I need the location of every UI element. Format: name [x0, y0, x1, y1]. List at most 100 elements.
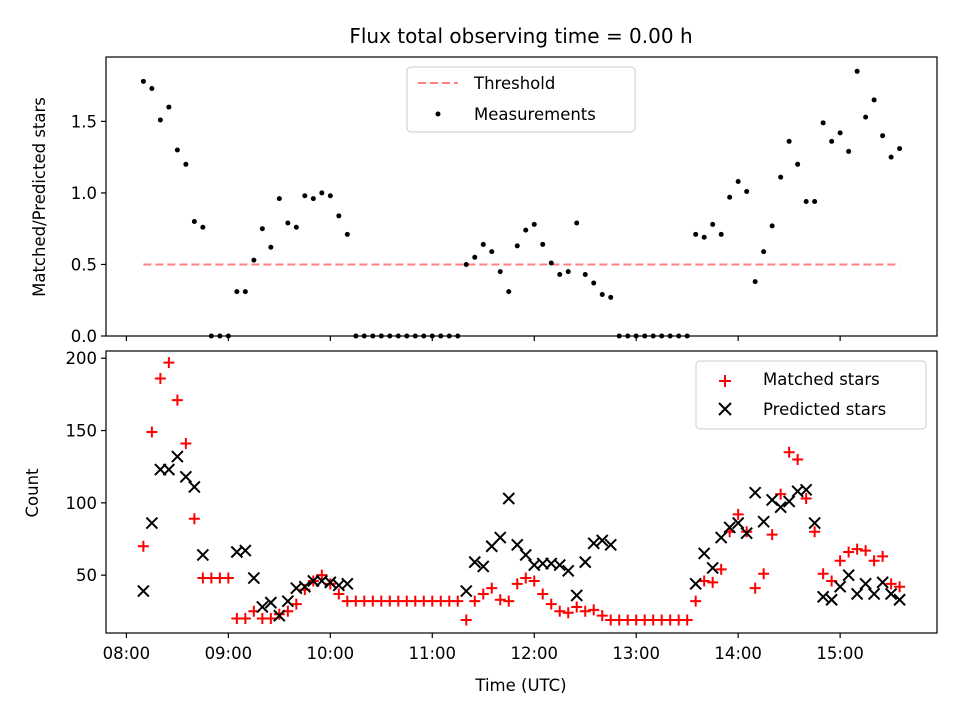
matched-star-point	[698, 575, 710, 587]
matched-star-point	[180, 438, 192, 450]
count-x-tick-label: 10:00	[307, 644, 355, 663]
measurement-point	[319, 190, 325, 196]
matched-star-point	[851, 543, 863, 555]
measurement-point	[710, 221, 716, 227]
predicted-star-point	[477, 560, 490, 573]
matched-star-point	[860, 545, 872, 557]
measurement-point	[540, 241, 546, 247]
count-x-tick-label: 11:00	[409, 644, 457, 663]
predicted-star-point	[731, 516, 745, 530]
measurements-legend-label: Measurements	[474, 105, 596, 124]
predicted-star-point	[825, 593, 838, 606]
count-x-tick-label: 15:00	[816, 644, 864, 663]
measurement-point	[268, 244, 274, 250]
measurement-point	[880, 133, 886, 139]
ratio-legend-box	[406, 66, 636, 133]
measurement-point	[234, 289, 240, 295]
predicted-star-point	[247, 571, 261, 585]
measurement-point	[846, 148, 852, 154]
measurement-point	[582, 271, 588, 277]
matched-legend-swatch	[719, 375, 731, 387]
predicted-stars-layer	[137, 450, 906, 622]
measurement-point	[310, 196, 316, 202]
measurements-legend-swatch	[435, 111, 441, 117]
predicted-star-point	[341, 577, 354, 591]
measurement-point	[251, 257, 257, 263]
measurement-point	[276, 196, 282, 202]
predicted-star-point	[799, 483, 813, 497]
matched-star-point	[333, 588, 345, 600]
measurement-point	[701, 234, 707, 240]
matched-star-point	[188, 513, 200, 525]
matched-star-point	[146, 426, 158, 438]
measurement-point	[837, 130, 843, 136]
measurement-point	[863, 114, 869, 120]
predicted-star-point	[757, 515, 770, 528]
measurement-point	[565, 269, 571, 275]
matched-star-point	[571, 601, 583, 613]
chart-title: Flux total observing time = 0.00 h	[349, 24, 692, 48]
predicted-star-point	[850, 587, 864, 601]
measurements-layer	[140, 68, 903, 339]
predicted-star-point	[502, 492, 515, 505]
matched-star-point	[163, 357, 175, 369]
measurement-point	[344, 231, 350, 237]
measurement-point	[786, 138, 792, 144]
measurement-point	[514, 243, 520, 249]
measurement-point	[531, 221, 537, 227]
measurement-point	[820, 120, 826, 126]
predicted-star-point	[494, 531, 507, 544]
predicted-star-point	[171, 450, 184, 463]
matched-star-point	[477, 588, 489, 600]
measurement-point	[174, 147, 180, 153]
matched-star-point	[460, 614, 472, 626]
matched-star-point	[579, 605, 591, 617]
matched-star-point	[766, 529, 778, 541]
measurement-point	[472, 254, 478, 260]
matched-star-point	[707, 576, 719, 588]
predicted-legend-label: Predicted stars	[763, 400, 886, 419]
ratio-y-tick-label: 1.5	[71, 112, 97, 131]
predicted-star-point	[468, 555, 481, 569]
matched-star-point	[783, 446, 795, 458]
predicted-star-point	[570, 589, 583, 602]
matched-star-point	[834, 555, 846, 567]
measurement-point	[795, 161, 801, 167]
matched-star-point	[537, 588, 549, 600]
matched-star-point	[273, 608, 285, 620]
count-legend-box	[695, 360, 927, 430]
predicted-star-point	[162, 463, 176, 476]
measurement-point	[803, 199, 809, 205]
measurement-point	[591, 280, 597, 286]
matched-star-point	[511, 578, 523, 590]
matched-star-point	[239, 613, 251, 625]
measurement-point	[548, 260, 554, 266]
predicted-star-point	[324, 576, 337, 589]
matched-star-point	[749, 582, 761, 594]
ratio-y-tick-label: 0.0	[71, 327, 97, 346]
count-plot-frame	[105, 350, 938, 634]
count-y-tick-label: 200	[66, 349, 98, 368]
matched-star-point	[562, 607, 574, 619]
ratio-axis-ticks: 0.0 0.5 1.0 1.5	[71, 112, 841, 346]
measurement-point	[761, 249, 767, 255]
ratio-y-tick-label: 0.5	[71, 255, 97, 274]
matched-star-point	[885, 578, 897, 590]
measurement-point	[769, 223, 775, 229]
matched-star-point	[171, 394, 183, 406]
count-y-tick-label: 100	[66, 494, 98, 513]
matched-star-point	[732, 508, 744, 520]
threshold-legend-label: Threshold	[473, 74, 555, 93]
measurement-point	[897, 146, 903, 152]
measurement-point	[327, 193, 333, 199]
predicted-star-point	[842, 568, 855, 582]
predicted-star-point	[273, 609, 286, 622]
matched-star-point	[817, 568, 829, 580]
predicted-star-point	[587, 537, 600, 550]
measurement-point	[140, 78, 146, 84]
predicted-star-point	[239, 544, 252, 557]
predicted-star-point	[833, 580, 847, 593]
measurement-point	[183, 161, 189, 167]
measurement-point	[812, 199, 818, 205]
matched-star-point	[715, 563, 727, 575]
